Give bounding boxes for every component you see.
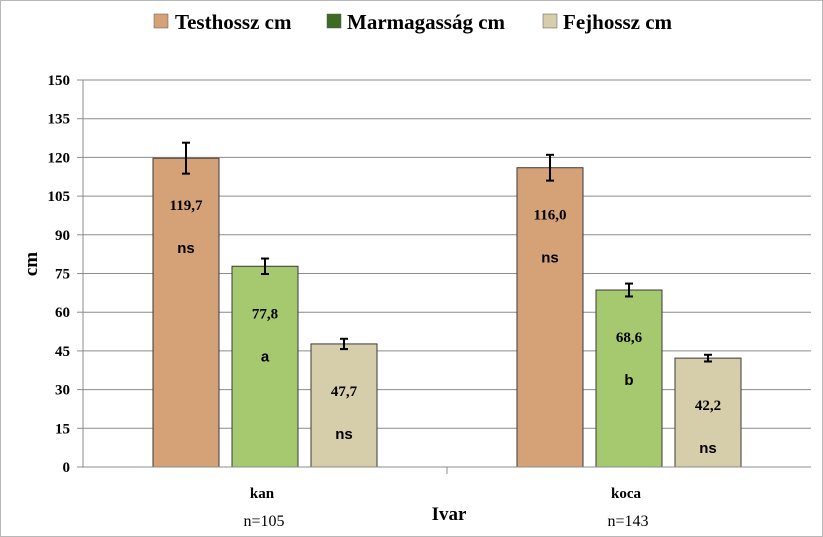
bar <box>231 265 299 468</box>
y-axis-title: cm <box>21 252 42 276</box>
data-labels: 119,7 ns 77,8 a 47,7 ns 116,0 ns 68,6 b 42,2 ns <box>170 198 722 457</box>
bar <box>516 167 584 468</box>
y-tick-label: 60 <box>55 305 70 321</box>
legend-label: Marmagasság cm <box>347 10 506 34</box>
significance-label: ns <box>699 440 717 457</box>
significance-label: ns <box>541 250 559 267</box>
legend: Testhossz cm Marmagasság cm Fejhossz cm <box>153 10 673 34</box>
bars <box>152 141 742 468</box>
y-tick-label: 105 <box>48 189 71 205</box>
legend-swatch <box>153 13 169 29</box>
y-tick-label: 30 <box>55 383 70 399</box>
legend-label: Testhossz cm <box>175 10 292 34</box>
value-label: 68,6 <box>616 330 643 346</box>
bar <box>595 289 663 468</box>
y-tick-label: 15 <box>55 421 70 437</box>
legend-item: Marmagasság cm <box>326 10 506 34</box>
y-tick-label: 120 <box>48 150 71 166</box>
y-tick-label: 90 <box>55 228 70 244</box>
legend-item: Fejhossz cm <box>542 10 673 34</box>
sample-size-label: n=143 <box>607 513 648 530</box>
axes: 0 15 30 45 60 75 90 105 120 135 150 kan n=105 koca n=1… <box>48 73 811 530</box>
legend-label: Fejhossz cm <box>563 10 673 34</box>
y-tick-label: 135 <box>48 112 71 128</box>
legend-swatch <box>326 13 342 29</box>
significance-label: ns <box>335 426 353 443</box>
value-label: 42,2 <box>695 398 721 414</box>
sample-size-label: n=105 <box>243 513 284 530</box>
y-tick-label: 75 <box>55 267 70 283</box>
value-label: 116,0 <box>534 208 567 224</box>
y-tick-label: 150 <box>48 73 71 89</box>
x-category-label: koca <box>611 486 642 502</box>
value-label: 77,8 <box>252 306 278 322</box>
y-tick-label: 0 <box>63 460 71 476</box>
bar <box>674 357 742 468</box>
x-category-label: kan <box>250 486 275 502</box>
significance-label: ns <box>177 240 195 257</box>
y-tick-label: 45 <box>55 344 70 360</box>
value-label: 119,7 <box>170 198 203 214</box>
x-axis-title: Ivar <box>432 504 467 525</box>
bar <box>310 343 378 468</box>
significance-label: a <box>261 348 270 365</box>
legend-swatch <box>542 13 558 29</box>
legend-item: Testhossz cm <box>153 10 292 34</box>
value-label: 47,7 <box>331 384 358 400</box>
significance-label: b <box>624 372 633 389</box>
